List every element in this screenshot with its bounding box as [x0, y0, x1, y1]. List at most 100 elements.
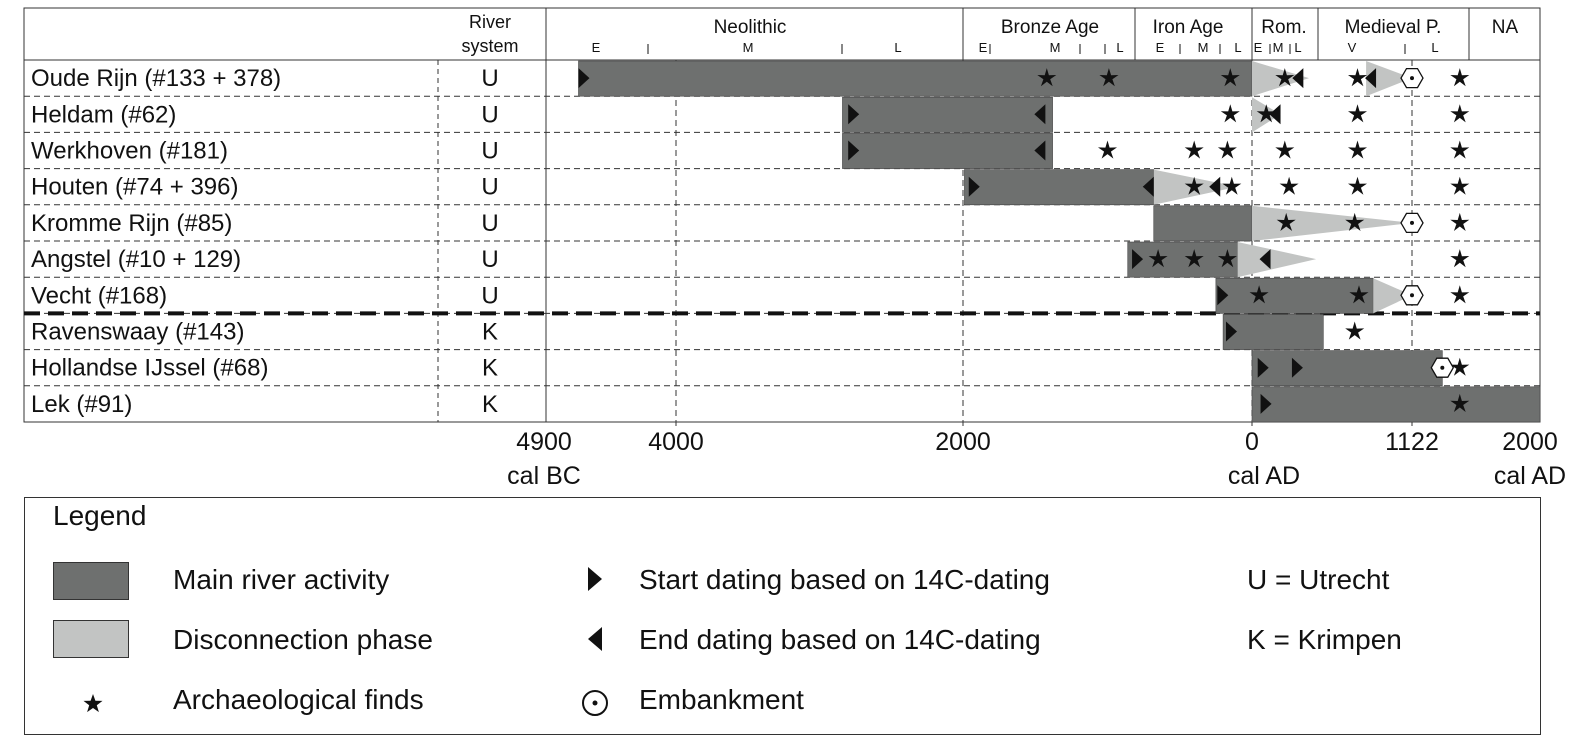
end-dating-marker	[1365, 68, 1377, 89]
row-system: U	[481, 101, 498, 128]
row-system: K	[482, 391, 498, 418]
legend-embankment: Embankment	[639, 684, 804, 715]
start-dating-marker	[1260, 393, 1272, 414]
row-system: K	[482, 355, 498, 382]
legend-end-dating: End dating based on 14C-dating	[639, 624, 1041, 655]
main-activity-bar	[1215, 277, 1374, 314]
find-star	[1279, 176, 1299, 195]
legend-krimpen: K = Krimpen	[1247, 624, 1402, 655]
row-system: U	[481, 210, 498, 237]
main-activity-bar	[1251, 350, 1443, 387]
main-activity-bar	[964, 169, 1155, 206]
axis-tick-label: 2000	[1502, 428, 1558, 456]
start-dating-marker	[848, 104, 860, 125]
main-activity-bar	[842, 133, 1053, 169]
subphase-label: L	[1431, 40, 1438, 55]
subphase-label: M	[1198, 40, 1209, 55]
period-name: Bronze Age	[1001, 17, 1099, 38]
period-name: Rom.	[1261, 17, 1306, 38]
disconnection-wedge	[1373, 278, 1412, 314]
find-star	[1349, 285, 1369, 304]
row-name: Heldam (#62)	[31, 101, 176, 128]
main-activity-bar	[1251, 386, 1541, 423]
row-name: Kromme Rijn (#85)	[31, 210, 232, 237]
subphase-label: E	[592, 40, 601, 55]
subphase-label: E	[1156, 40, 1165, 55]
embankment-center	[1440, 365, 1445, 370]
end-dating-marker	[1142, 176, 1154, 197]
end-dating-marker	[1209, 176, 1221, 197]
axis-tick-label: 1122	[1385, 428, 1439, 456]
subphase-label: L	[1116, 40, 1123, 55]
disconnection-wedge	[1252, 205, 1412, 241]
start-dating-marker	[1291, 357, 1303, 378]
find-star	[1450, 104, 1470, 123]
start-dating-marker	[578, 68, 590, 89]
find-star	[1348, 104, 1367, 123]
row-system: K	[482, 319, 498, 346]
start-dating-marker	[1257, 357, 1269, 378]
main-activity-bar	[578, 60, 1253, 97]
end-triangle-icon	[588, 627, 602, 651]
disconnection-wedge	[1366, 61, 1412, 97]
end-dating-marker	[1034, 140, 1046, 161]
subphase-label: V	[1348, 40, 1357, 55]
start-dating-marker	[848, 140, 860, 161]
axis-tick-label: 4900	[516, 428, 572, 456]
river-system-header: system	[461, 36, 518, 56]
find-star	[1099, 68, 1119, 87]
row-name: Oude Rijn (#133 + 378)	[31, 65, 281, 92]
row-name: Lek (#91)	[31, 391, 132, 418]
find-star	[1450, 140, 1470, 159]
start-triangle-icon	[588, 567, 602, 591]
find-star	[1450, 249, 1470, 268]
find-star	[1222, 176, 1242, 195]
find-star	[1275, 140, 1295, 159]
find-star	[1450, 357, 1470, 376]
subphase-label: M	[743, 40, 754, 55]
find-star	[1184, 176, 1204, 195]
start-dating-marker	[1225, 321, 1237, 342]
find-star	[1348, 140, 1367, 159]
main-activity-swatch	[53, 562, 129, 600]
find-star	[1450, 393, 1470, 412]
find-star	[1217, 140, 1237, 159]
period-name: NA	[1492, 17, 1519, 38]
end-dating-marker	[1269, 104, 1281, 125]
find-star	[1148, 249, 1168, 268]
disconnection-wedge	[1237, 242, 1317, 278]
find-star	[1275, 68, 1295, 87]
axis-tick-label: 2000	[935, 428, 991, 456]
end-dating-marker	[1292, 68, 1304, 89]
row-name: Werkhoven (#181)	[31, 138, 228, 165]
row-system: U	[481, 65, 498, 92]
find-star	[1348, 176, 1367, 195]
embankment-icon	[582, 690, 608, 716]
end-dating-marker	[1034, 104, 1046, 125]
main-activity-bar	[1127, 241, 1238, 278]
find-star	[1184, 249, 1204, 268]
period-name: Neolithic	[714, 17, 787, 38]
find-star	[1450, 176, 1470, 195]
find-star	[1256, 104, 1276, 123]
legend-start-dating: Start dating based on 14C-dating	[639, 564, 1050, 595]
find-star	[1184, 140, 1204, 159]
find-star	[1217, 249, 1237, 268]
main-activity-bar	[1153, 205, 1253, 242]
find-star	[1220, 104, 1240, 123]
legend-box: Legend Main river activity Disconnection…	[24, 497, 1541, 735]
start-dating-marker	[1217, 285, 1229, 306]
time-axis: 4900 4000 2000 0 1122 2000 cal BC cal AD cal AD	[507, 428, 1566, 490]
legend-main-activity: Main river activity	[173, 564, 390, 595]
subphase-label: M	[1273, 40, 1284, 55]
find-star	[1450, 68, 1470, 87]
embankment-center	[1410, 293, 1414, 298]
row-system: U	[481, 138, 498, 165]
embankment-center	[1410, 220, 1414, 225]
find-star	[1345, 212, 1365, 231]
embankment-center	[1410, 76, 1414, 81]
subphase-label: E	[979, 40, 988, 55]
legend-disconnection: Disconnection phase	[173, 624, 433, 655]
subphase-label: L	[1294, 40, 1301, 55]
row-name: Angstel (#10 + 129)	[31, 246, 241, 273]
